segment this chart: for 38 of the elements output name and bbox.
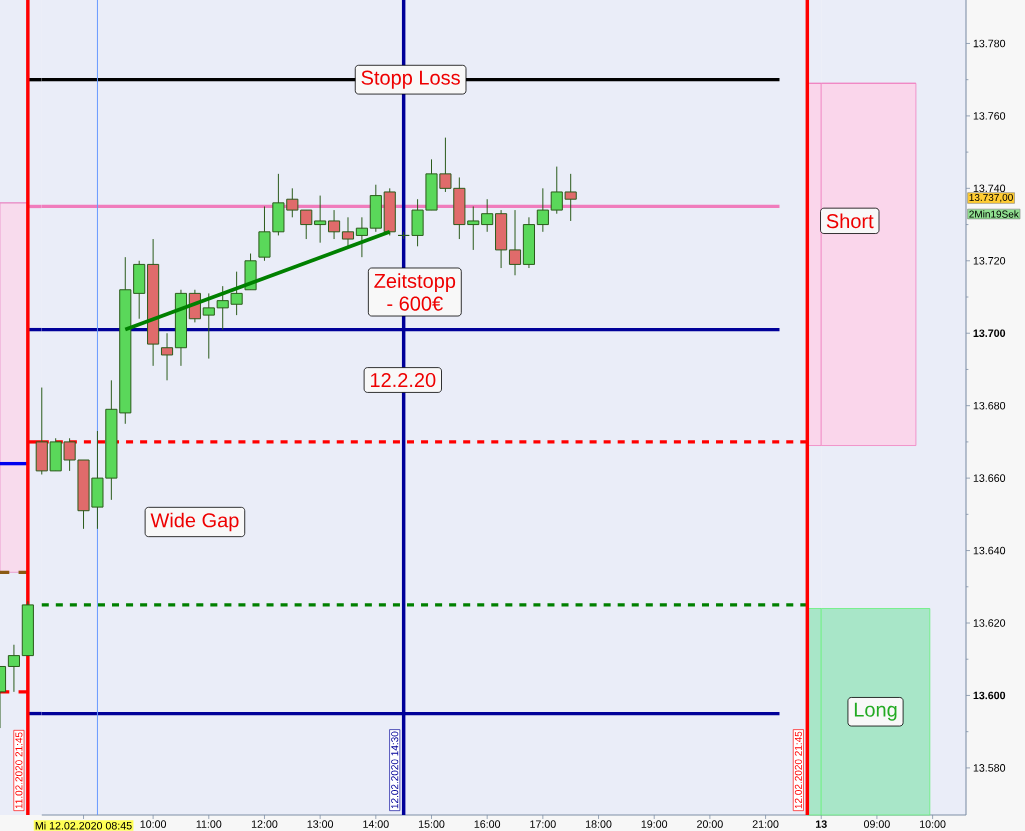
annotation: Zeitstopp - 600€ — [374, 273, 456, 311]
y-tick-label: 13.700 — [973, 329, 1006, 338]
x-tick-label: 21:00 — [752, 820, 779, 828]
x-tick-label: 11:00 — [196, 820, 222, 828]
ref-line-label: 12.02.2020 14:30 — [391, 731, 399, 809]
x-tick-label: 17:00 — [530, 820, 556, 828]
x-tick-label: 18:00 — [586, 820, 612, 828]
y-tick-label: 13.680 — [973, 401, 1006, 410]
y-tick-label: 13.740 — [973, 184, 1006, 193]
annotation: Wide Gap — [150, 512, 239, 532]
x-tick-label: 16:00 — [474, 820, 501, 828]
x-tick-label: 12:00 — [251, 820, 278, 828]
y-tick-label: 13.580 — [973, 764, 1006, 772]
series-label: Long — [854, 702, 897, 721]
x-tick-label: 10:00 — [140, 820, 167, 828]
y-tick-label: 13.660 — [973, 474, 1006, 482]
ref-line-label: 12.02.2020 21:45 — [794, 731, 802, 809]
x-tick-label: Mi 12.02.2020 08:45 — [35, 821, 132, 830]
text: 13.737,00 — [969, 193, 1013, 203]
text: 2Min19Sek — [969, 210, 1019, 218]
annotation: 11.02.2020 21:45 — [15, 732, 23, 809]
y-tick-label: 13.720 — [973, 257, 1006, 265]
x-tick-label: 13 — [815, 820, 827, 828]
y-tick-label: 13.620 — [973, 619, 1006, 627]
x-tick-label: 15:00 — [418, 820, 445, 828]
annotation: 12.2.20 — [370, 372, 436, 388]
y-tick-label: 13.780 — [973, 39, 1006, 48]
x-tick-label: 20:00 — [697, 820, 723, 828]
legend-label: Stopp Loss — [361, 70, 460, 89]
x-tick-label: 09:00 — [863, 820, 890, 828]
y-tick-label: 13.640 — [973, 546, 1006, 555]
x-tick-label: 10:00 — [920, 820, 946, 828]
annotation: Short — [826, 213, 874, 229]
x-tick-label: 19:00 — [641, 820, 668, 828]
y-tick-label: 13.600 — [973, 691, 1006, 700]
x-tick-label: 13:00 — [307, 820, 334, 828]
y-tick-label: 13.760 — [973, 112, 1006, 120]
x-tick-label: 14:00 — [363, 820, 389, 828]
